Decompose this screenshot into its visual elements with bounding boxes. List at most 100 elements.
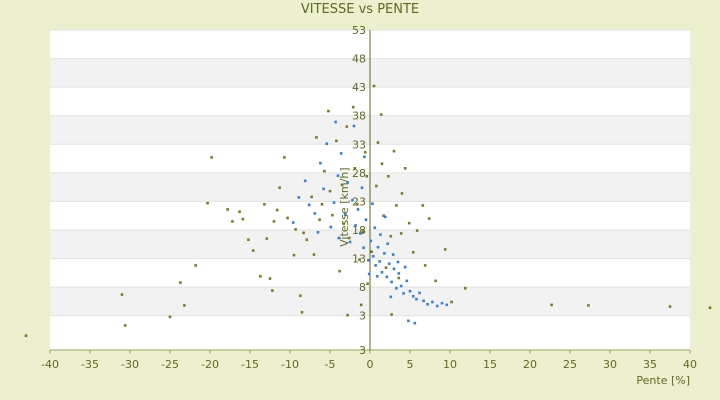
data-point: [367, 272, 371, 276]
data-point: [375, 184, 378, 188]
data-point: [299, 294, 302, 298]
data-point: [307, 203, 311, 207]
data-point: [372, 84, 376, 88]
x-tick-label: -20: [201, 358, 219, 371]
data-point: [120, 293, 124, 296]
data-point: [179, 281, 182, 284]
data-point: [271, 289, 274, 292]
data-point: [325, 142, 329, 146]
x-tick-label: -40: [41, 358, 59, 371]
data-point: [445, 303, 449, 307]
data-point: [367, 258, 370, 262]
data-point: [328, 189, 332, 193]
data-point: [400, 192, 404, 195]
data-point: [337, 236, 341, 240]
data-point: [413, 321, 417, 325]
data-point: [358, 258, 361, 262]
y-tick-label: 43: [352, 81, 366, 94]
data-point: [363, 155, 366, 159]
y-tick-label: 48: [352, 53, 366, 66]
data-point: [339, 152, 343, 155]
y-tick-label: 28: [352, 167, 366, 180]
data-point: [383, 215, 387, 219]
data-point: [335, 139, 338, 143]
data-point: [206, 201, 209, 205]
data-point: [415, 297, 418, 301]
x-tick-label: 5: [407, 358, 414, 371]
data-point: [426, 302, 429, 306]
data-point: [378, 260, 381, 263]
data-point: [380, 162, 384, 166]
data-point: [379, 233, 382, 236]
data-point: [411, 294, 415, 298]
data-point: [371, 254, 375, 258]
data-point: [376, 245, 380, 249]
data-point: [431, 300, 434, 304]
data-point: [342, 222, 345, 226]
data-point: [238, 210, 241, 214]
data-point: [391, 253, 395, 256]
x-tick-label: 25: [563, 358, 577, 371]
data-point: [423, 264, 427, 267]
data-point: [247, 238, 250, 242]
data-point: [354, 224, 357, 227]
x-tick-label: 15: [483, 358, 497, 371]
y-tick-label: 8: [359, 281, 366, 294]
y-tick-label: 53: [352, 24, 366, 37]
data-point: [365, 174, 369, 178]
data-point: [318, 218, 321, 222]
data-point: [418, 291, 421, 295]
data-point: [392, 149, 396, 153]
data-point: [387, 262, 391, 266]
x-tick-label: 0: [367, 358, 374, 371]
data-point: [346, 313, 349, 317]
data-point: [259, 274, 262, 278]
data-point: [392, 267, 396, 271]
data-point: [268, 277, 272, 280]
y-tick-label: 23: [352, 195, 366, 208]
data-point: [210, 156, 213, 159]
data-point: [395, 286, 398, 290]
data-point: [361, 230, 365, 234]
data-point: [399, 284, 403, 288]
data-point: [320, 202, 324, 206]
data-point: [364, 218, 368, 222]
data-point: [382, 214, 385, 218]
y-tick-label: 18: [352, 224, 366, 237]
data-point: [390, 280, 393, 284]
data-point: [283, 156, 286, 159]
x-tick-label: 35: [643, 358, 657, 371]
y-tick-label: 38: [352, 110, 366, 123]
data-point: [334, 120, 337, 124]
data-point: [376, 141, 380, 144]
data-point: [550, 303, 553, 307]
data-point: [375, 274, 379, 278]
data-point: [403, 166, 407, 170]
data-point: [411, 250, 415, 254]
data-point: [389, 234, 393, 238]
data-point: [322, 187, 325, 191]
data-point: [123, 324, 127, 327]
data-point: [338, 269, 341, 273]
data-point: [463, 286, 467, 290]
data-point: [403, 265, 407, 269]
data-point: [329, 225, 333, 229]
data-point: [352, 124, 356, 128]
data-point: [385, 275, 389, 279]
x-tick-label: -5: [325, 358, 336, 371]
x-tick-label: -15: [241, 358, 259, 371]
data-point: [402, 292, 405, 295]
x-tick-label: -30: [121, 358, 139, 371]
data-point: [241, 217, 245, 221]
y-axis-label: Vitesse [km/h]: [338, 167, 351, 247]
data-point: [427, 217, 431, 220]
data-point: [346, 181, 349, 184]
data-point: [351, 105, 355, 109]
data-point: [351, 198, 354, 202]
data-point: [313, 212, 317, 215]
data-point: [331, 213, 334, 217]
y-tick-label: 33: [352, 138, 366, 151]
x-tick-label: -25: [161, 358, 179, 371]
data-point: [369, 239, 373, 243]
